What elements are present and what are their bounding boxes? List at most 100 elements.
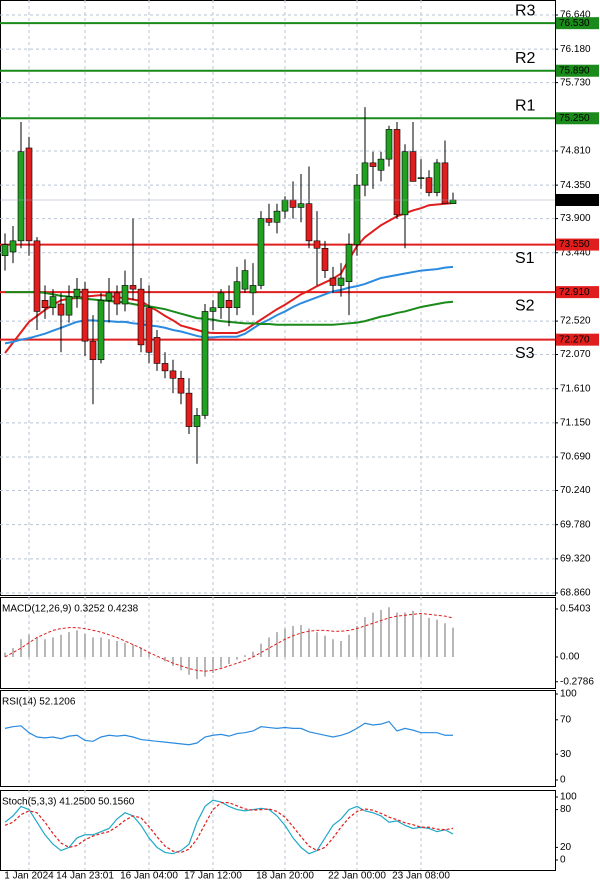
histogram-bar [228,656,230,665]
histogram-bar [20,639,22,657]
candle-body [409,151,417,182]
histogram-bar [92,637,94,657]
level-value-label: 75.250 [559,113,590,124]
candle-body [121,285,129,305]
candle-body [105,292,113,301]
y-tick-label: 73.440 [560,247,591,258]
histogram-bar [332,639,334,657]
candle-body [161,363,169,372]
level-value-box [556,17,599,30]
candle-body [297,203,305,208]
y-tick-label: 70.240 [560,485,591,496]
histogram-bar [132,644,134,657]
candle-body [81,288,89,342]
histogram-bar [324,635,326,657]
y-tick-label: 30 [560,749,572,760]
level-name: R2 [515,50,536,67]
signal-line [4,612,454,672]
histogram-bar [372,612,374,657]
histogram-bar [260,643,262,657]
histogram-bar [12,648,14,657]
candle-body [33,240,41,312]
level-value-label: 73.550 [559,239,590,250]
histogram-bar [60,634,62,657]
candle-body [417,177,425,180]
y-tick-label: 20 [560,842,572,853]
candle-body [273,210,281,223]
histogram-bar [172,656,174,666]
panel-frame [0,790,556,871]
x-tick-label: 17 Jan 12:00 [184,871,242,882]
level-value-label: 76.530 [559,18,590,29]
candle-body [353,184,361,245]
candle-body [17,151,25,242]
y-tick-label: 69.780 [560,519,591,530]
candle-body [49,296,57,309]
level-value-label: 72.270 [559,334,590,345]
candle-body [217,292,225,309]
candle-body [169,370,177,379]
histogram-bar [444,623,446,657]
histogram-bar [124,642,126,657]
candle-body [369,162,377,167]
histogram-bar [212,656,214,673]
panel-frame [0,597,556,689]
panel-title: MACD(12,26,9) 0.3252 0.4238 [2,604,139,615]
y-tick-label: 76.180 [560,44,591,55]
candle-body [441,162,449,205]
y-tick-label: 72.520 [560,316,591,327]
y-tick-label: 0.5403 [560,604,591,615]
histogram-bar [412,610,414,657]
candle-body [329,277,337,286]
histogram-bar [348,634,350,657]
histogram-bar [340,641,342,657]
histogram-bar [380,609,382,657]
histogram-bar [76,630,78,657]
panel-title: Stoch(5,3,3) 41.2500 50.1560 [2,797,135,808]
candle-body [193,415,201,427]
histogram-bar [236,656,238,660]
histogram-bar [292,625,294,657]
candle-body [9,240,17,253]
candle-body [337,277,345,286]
moving-average [4,265,454,345]
x-tick-label: 22 Jan 00:00 [328,871,386,882]
candle-body [97,299,105,361]
candle-body [401,151,409,216]
candle-body [145,307,153,353]
candle-body [57,303,65,316]
candle-body [265,218,273,223]
candle-body [289,199,297,208]
histogram-bar [188,656,190,675]
candle-body [345,244,353,283]
histogram-bar [436,619,438,657]
histogram-bar [100,637,102,657]
level-value-box [556,238,599,251]
y-tick-label: 74.350 [560,180,591,191]
candle-body [201,311,209,416]
histogram-bar [300,625,302,657]
histogram-bar [268,637,270,657]
indicator-line [4,799,454,855]
y-tick-label: 73.900 [560,213,591,224]
level-name: S2 [515,297,535,314]
candle-body [25,147,33,242]
x-tick-label: 1 Jan 2024 [4,871,54,882]
histogram-bar [284,628,286,657]
y-tick-label: 68.860 [560,588,591,599]
candle-body [249,285,257,294]
candle-body [393,129,401,216]
histogram-bar [396,612,398,657]
y-tick-label: 69.320 [560,553,591,564]
histogram-bar [452,627,454,657]
y-tick-label: 0 [560,855,566,866]
level-name: S3 [515,345,535,362]
y-tick-label: 71.610 [560,383,591,394]
y-tick-label: 72.070 [560,349,591,360]
candle-body [233,281,241,309]
candle-body [425,177,433,193]
histogram-bar [244,655,246,657]
candle-body [73,288,81,297]
candle-body [113,292,121,305]
panel-title: RSI(14) 52.1206 [2,697,76,708]
